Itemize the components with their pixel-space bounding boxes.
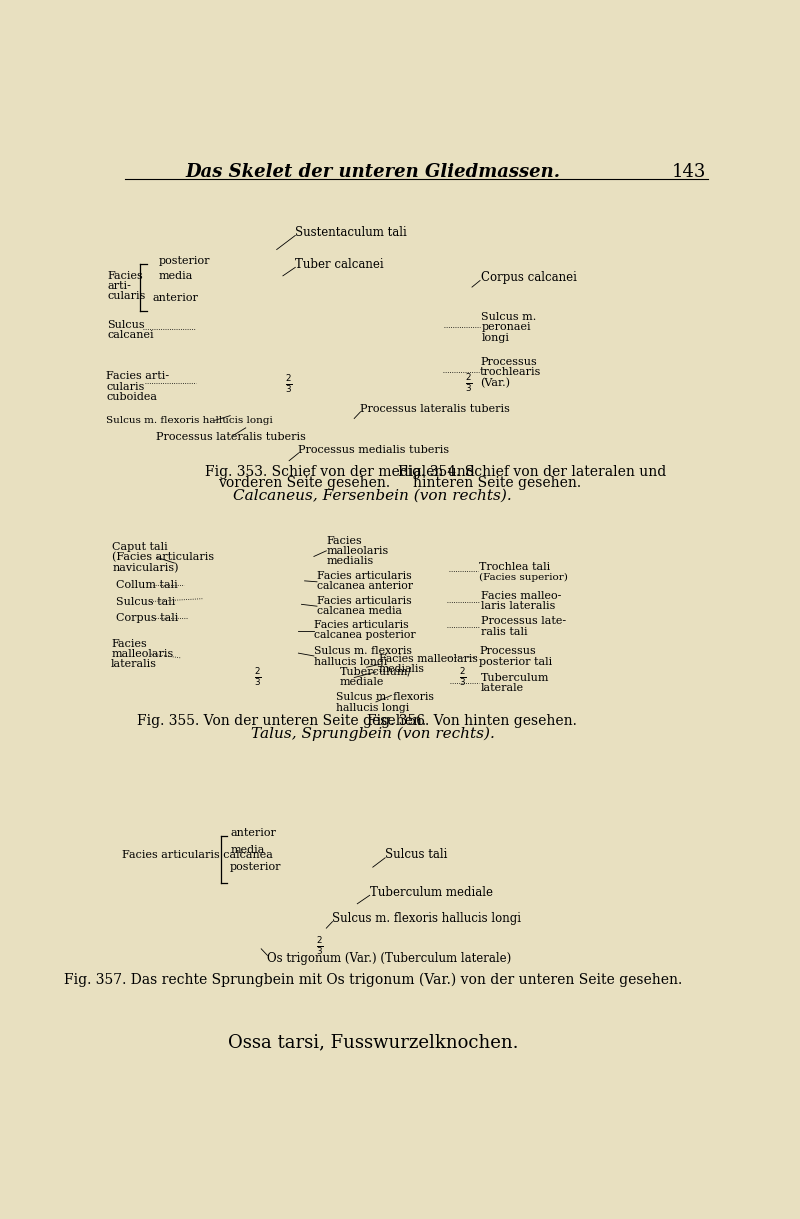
Text: Sulcus tali: Sulcus tali	[386, 848, 447, 862]
Text: $\frac{2}{3}$: $\frac{2}{3}$	[465, 372, 473, 394]
Text: vorderen Seite gesehen.: vorderen Seite gesehen.	[218, 477, 390, 490]
Text: Sulcus m.: Sulcus m.	[482, 312, 537, 322]
Text: malleolaris: malleolaris	[326, 546, 389, 556]
Text: Tuber calcanei: Tuber calcanei	[295, 258, 384, 271]
Text: $\frac{2}{3}$: $\frac{2}{3}$	[254, 666, 262, 688]
Text: Facies articularis: Facies articularis	[314, 620, 409, 630]
Text: Os trigonum (Var.) (Tuberculum laterale): Os trigonum (Var.) (Tuberculum laterale)	[267, 952, 512, 964]
Text: Corpus tali: Corpus tali	[115, 613, 178, 623]
Text: Processus lateralis tuberis: Processus lateralis tuberis	[156, 433, 306, 442]
Text: $\frac{2}{3}$: $\frac{2}{3}$	[286, 373, 293, 395]
Text: Corpus calcanei: Corpus calcanei	[482, 271, 577, 284]
Text: Facies articularis: Facies articularis	[317, 572, 412, 581]
Text: Fig. 354. Schief von der lateralen und: Fig. 354. Schief von der lateralen und	[398, 464, 666, 479]
Text: malleolaris: malleolaris	[111, 649, 174, 659]
Text: laris lateralis: laris lateralis	[481, 601, 555, 611]
Text: cuboidea: cuboidea	[106, 391, 157, 402]
Text: Sulcus m. flexoris: Sulcus m. flexoris	[314, 646, 412, 656]
Text: Fig. 353. Schief von der medialen und: Fig. 353. Schief von der medialen und	[206, 464, 475, 479]
Text: hallucis longi: hallucis longi	[314, 657, 387, 667]
Text: Processus: Processus	[479, 646, 536, 656]
Text: Fig. 356. Von hinten gesehen.: Fig. 356. Von hinten gesehen.	[366, 713, 577, 728]
Text: arti-: arti-	[107, 282, 131, 291]
Text: Fig. 355. Von der unteren Seite gesehen.: Fig. 355. Von der unteren Seite gesehen.	[138, 713, 426, 728]
Text: Facies arti-: Facies arti-	[106, 372, 170, 382]
Text: cularis: cularis	[106, 382, 145, 391]
Text: 143: 143	[672, 162, 706, 180]
Text: Caput tali: Caput tali	[112, 542, 168, 552]
Text: longi: longi	[482, 333, 510, 343]
Text: Sulcus tali: Sulcus tali	[115, 596, 175, 607]
Text: calcanea anterior: calcanea anterior	[317, 581, 413, 591]
Text: Facies: Facies	[326, 535, 362, 546]
Text: Facies malleolaris: Facies malleolaris	[379, 653, 478, 664]
Text: media: media	[159, 271, 194, 280]
Text: media: media	[230, 845, 265, 856]
Text: $\frac{2}{3}$: $\frac{2}{3}$	[459, 666, 466, 688]
Text: calcanea media: calcanea media	[317, 606, 402, 616]
Text: anterior: anterior	[230, 829, 276, 839]
Text: mediale: mediale	[340, 678, 384, 688]
Text: navicularis): navicularis)	[112, 563, 179, 573]
Text: Facies: Facies	[107, 271, 143, 280]
Text: posterior: posterior	[159, 256, 210, 266]
Text: Tuberculum mediale: Tuberculum mediale	[370, 886, 493, 898]
Text: Facies articularis calcanea: Facies articularis calcanea	[122, 850, 273, 859]
Text: (Facies superior): (Facies superior)	[479, 573, 568, 581]
Text: (Var.): (Var.)	[480, 378, 510, 388]
Text: ralis tali: ralis tali	[481, 627, 527, 636]
Text: Processus lateralis tuberis: Processus lateralis tuberis	[360, 403, 510, 414]
Text: peronaei: peronaei	[482, 323, 531, 333]
Text: hallucis longi: hallucis longi	[336, 702, 409, 713]
Text: cularis: cularis	[107, 291, 146, 301]
Text: Das Skelet der unteren Gliedmassen.: Das Skelet der unteren Gliedmassen.	[186, 162, 560, 180]
Text: anterior: anterior	[153, 294, 198, 304]
Text: calcanei: calcanei	[107, 330, 154, 340]
Text: Sulcus m. flexoris: Sulcus m. flexoris	[336, 692, 434, 702]
Text: Facies: Facies	[111, 639, 147, 649]
Text: lateralis: lateralis	[111, 659, 157, 669]
Text: posterior: posterior	[230, 862, 282, 872]
Text: trochlearis: trochlearis	[480, 367, 542, 378]
Text: Calcaneus, Fersenbein (von rechts).: Calcaneus, Fersenbein (von rechts).	[234, 489, 512, 502]
Text: Processus late-: Processus late-	[481, 617, 566, 627]
Text: $\frac{2}{3}$: $\frac{2}{3}$	[316, 935, 324, 957]
Text: Sustentaculum tali: Sustentaculum tali	[295, 227, 407, 239]
Text: Processus: Processus	[480, 357, 537, 367]
Text: medialis: medialis	[379, 664, 425, 674]
Text: Facies articularis: Facies articularis	[317, 596, 412, 606]
Text: Trochlea tali: Trochlea tali	[479, 562, 550, 572]
Text: Tuberculum: Tuberculum	[481, 673, 549, 683]
Text: Talus, Sprungbein (von rechts).: Talus, Sprungbein (von rechts).	[251, 727, 494, 741]
Text: Collum tali: Collum tali	[115, 579, 178, 590]
Text: Tuberculum/: Tuberculum/	[340, 667, 412, 677]
Text: Ossa tarsi, Fusswurzelknochen.: Ossa tarsi, Fusswurzelknochen.	[227, 1034, 518, 1052]
Text: Processus medialis tuberis: Processus medialis tuberis	[298, 445, 450, 456]
Text: posterior tali: posterior tali	[479, 657, 553, 667]
Text: medialis: medialis	[326, 556, 374, 566]
Text: Sulcus m. flexoris hallucis longi: Sulcus m. flexoris hallucis longi	[106, 416, 273, 425]
Text: calcanea posterior: calcanea posterior	[314, 630, 415, 640]
Text: Facies malleo-: Facies malleo-	[481, 591, 561, 601]
Text: Sulcus: Sulcus	[107, 319, 145, 329]
Text: Fig. 357. Das rechte Sprungbein mit Os trigonum (Var.) von der unteren Seite ges: Fig. 357. Das rechte Sprungbein mit Os t…	[64, 973, 682, 987]
Text: Sulcus m. flexoris hallucis longi: Sulcus m. flexoris hallucis longi	[333, 912, 522, 925]
Text: (Facies articularis: (Facies articularis	[112, 552, 214, 562]
Text: laterale: laterale	[481, 683, 524, 692]
Text: hinteren Seite gesehen.: hinteren Seite gesehen.	[413, 477, 582, 490]
